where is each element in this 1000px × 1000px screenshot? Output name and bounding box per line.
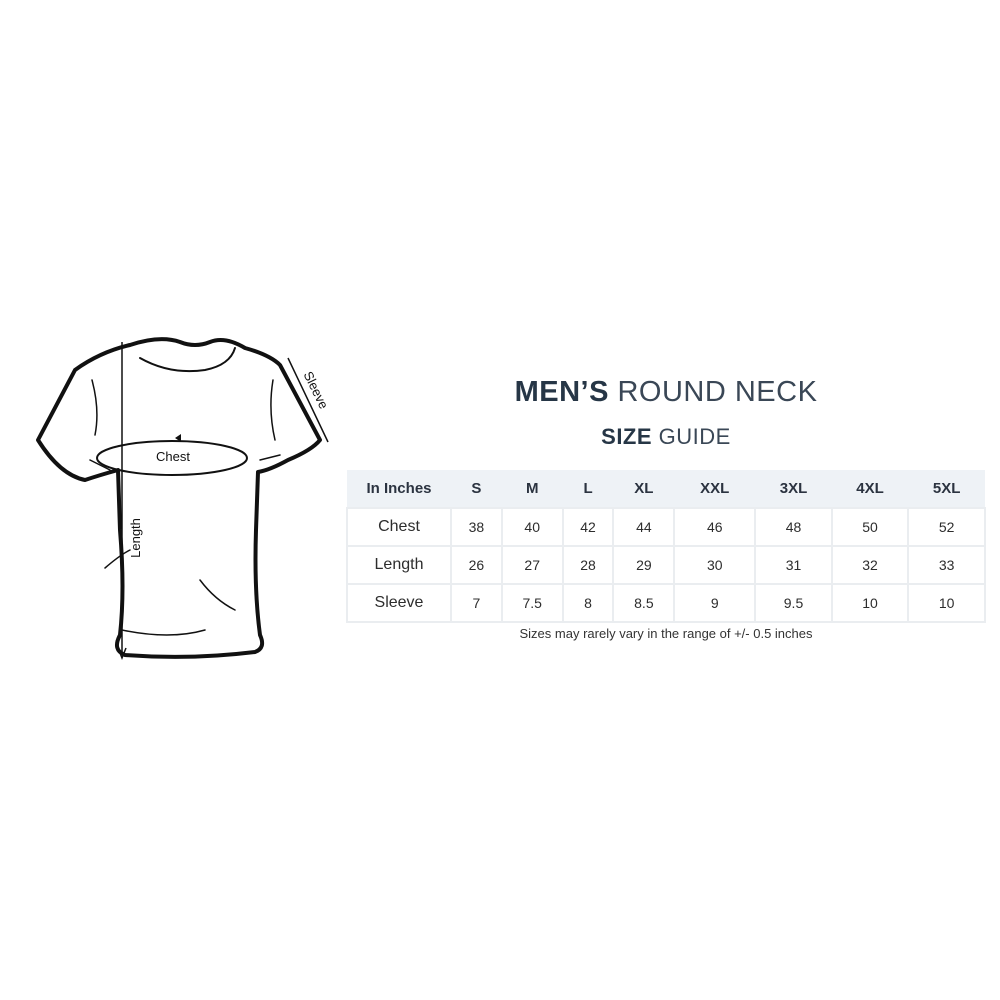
table-cell: 28 [561,545,615,585]
size-table: In Inches S M L XL XXL 3XL 4XL 5XL Chest 38 40 42 44… [346,470,986,623]
title-bold: MEN’S [514,376,609,408]
table-cell: 31 [754,545,833,585]
table-cell: 7 [450,583,503,623]
table-row: Length 26 27 28 29 30 31 32 33 [346,545,986,585]
table-cell: 8.5 [612,583,676,623]
table-cell: 33 [907,545,986,585]
subtitle-rest: GUIDE [658,424,731,449]
size-note: Sizes may rarely vary in the range of +/… [519,626,813,641]
page-title: MEN’S ROUND NECK [346,376,986,409]
shirt-outline [36,337,322,659]
sleeve-measure-line [287,357,329,443]
table-cell: 42 [561,507,615,547]
header-size: M [501,470,563,508]
header-size: XL [613,470,675,508]
table-cell: 46 [673,507,757,547]
page-subtitle: SIZE GUIDE [346,424,986,450]
header-size: 5XL [908,470,985,508]
row-label: Chest [346,507,452,547]
table-cell: 9 [673,583,757,623]
table-cell: 27 [500,545,564,585]
table-cell: 30 [673,545,757,585]
length-arrow-icon [117,647,127,661]
sleeve-label: Sleeve [301,369,332,411]
table-header-row: In Inches S M L XL XXL 3XL 4XL 5XL [347,470,985,508]
header-size: S [451,470,502,508]
row-label: Length [346,545,452,585]
table-cell: 26 [450,545,503,585]
table-cell: 48 [754,507,833,547]
tshirt-measurement-diagram: Chest Length Sleeve [36,337,332,661]
table-cell: 7.5 [500,583,564,623]
chest-arrow-icon [175,434,181,442]
table-cell: 10 [830,583,910,623]
table-row: Sleeve 7 7.5 8 8.5 9 9.5 10 10 [346,583,986,623]
header-size: 3XL [755,470,832,508]
table-row: Chest 38 40 42 44 46 48 50 52 [346,507,986,547]
table-cell: 8 [561,583,615,623]
subtitle-bold: SIZE [601,424,653,449]
table-cell: 44 [612,507,676,547]
header-size: 4XL [831,470,909,508]
title-rest: ROUND NECK [617,376,818,408]
length-label: Length [128,518,143,558]
header-size: L [562,470,614,508]
table-cell: 52 [907,507,986,547]
table-cell: 40 [500,507,564,547]
table-cell: 29 [612,545,676,585]
table-cell: 10 [907,583,986,623]
table-cell: 9.5 [754,583,833,623]
header-unit: In Inches [347,470,451,508]
header-size: XXL [674,470,756,508]
chest-measure-line [96,440,248,476]
table-cell: 50 [830,507,910,547]
table-cell: 38 [450,507,503,547]
row-label: Sleeve [346,583,452,623]
chest-label: Chest [156,449,190,464]
table-cell: 32 [830,545,910,585]
